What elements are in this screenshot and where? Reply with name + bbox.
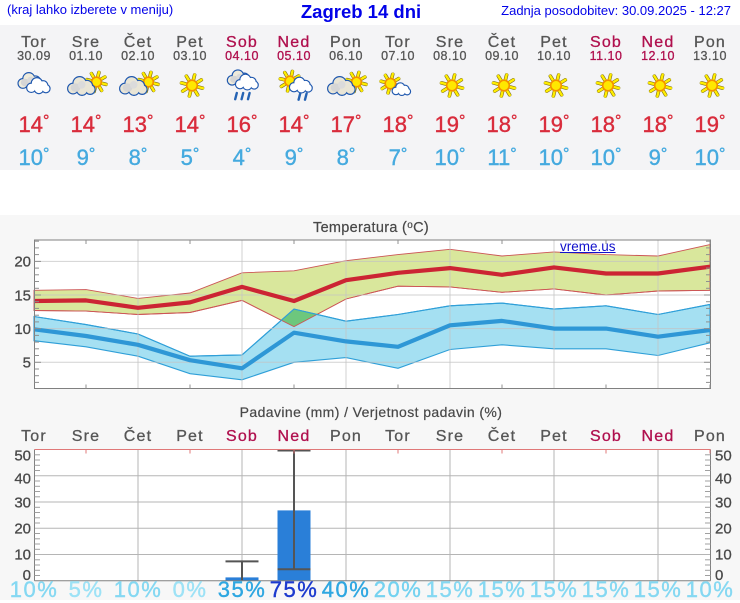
svg-text:10: 10 [715, 546, 732, 563]
svg-text:10: 10 [14, 321, 31, 338]
svg-text:20: 20 [14, 520, 31, 537]
svg-text:30: 30 [14, 494, 31, 511]
svg-text:5: 5 [23, 355, 31, 372]
svg-text:20: 20 [715, 520, 732, 537]
svg-text:40: 40 [715, 470, 732, 487]
svg-text:10: 10 [14, 546, 31, 563]
svg-text:50: 50 [14, 448, 31, 465]
svg-text:50: 50 [715, 448, 732, 465]
svg-text:20: 20 [14, 254, 31, 271]
svg-text:30: 30 [715, 494, 732, 511]
svg-text:40: 40 [14, 470, 31, 487]
svg-text:15: 15 [14, 287, 31, 304]
svg-text:0: 0 [715, 567, 723, 584]
svg-text:0: 0 [23, 567, 31, 584]
